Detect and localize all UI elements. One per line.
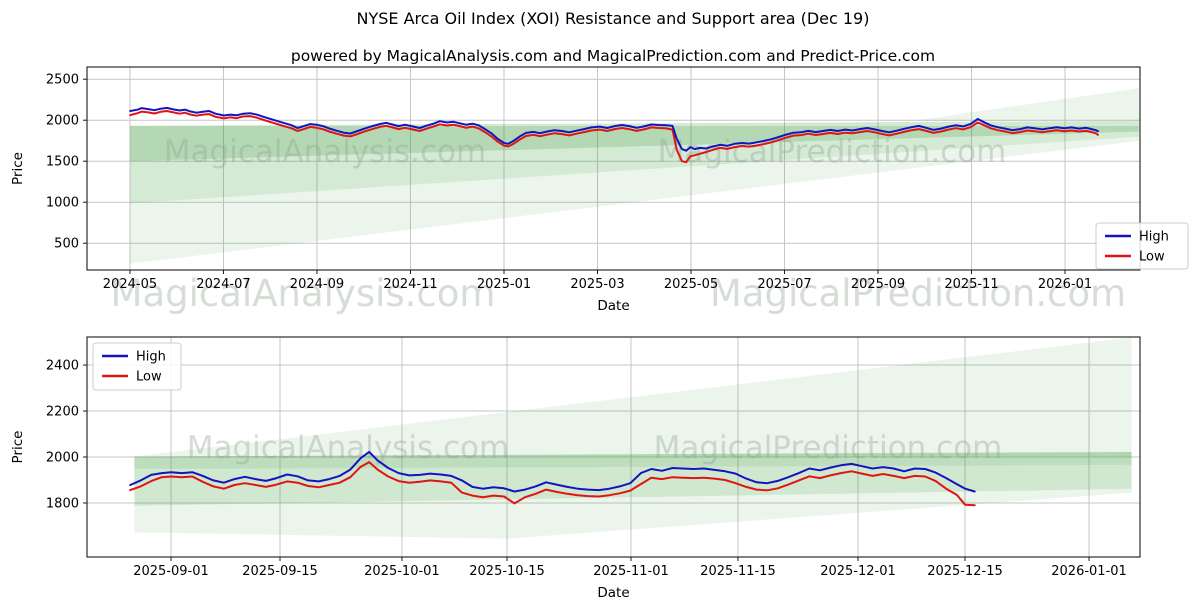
y-tick-label: 500 (54, 237, 79, 252)
low-series-line (129, 110, 1099, 164)
legend-box (1095, 222, 1189, 270)
watermark-text: MagicalAnalysis.com (111, 272, 496, 315)
x-tick-label: 2025-09-01 (133, 564, 209, 579)
y-tick-label: 1500 (46, 155, 79, 170)
y-axis-label: Price (10, 152, 26, 185)
watermark-text: MagicalAnalysis.com (164, 134, 486, 170)
x-tick-label: 2025-03 (570, 277, 624, 292)
high-series-line (129, 450, 976, 493)
legend-label-high: High (136, 350, 166, 365)
x-tick-label: 2025-09 (851, 277, 905, 292)
x-tick-label: 2025-11 (944, 277, 998, 292)
axes-spines (86, 336, 1141, 558)
high-series-line (129, 106, 1099, 152)
chart-subtitle: powered by MagicalAnalysis.com and Magic… (290, 47, 936, 65)
watermark-text: MagicalPrediction.com (710, 272, 1126, 315)
x-tick-label: 2026-01-01 (1051, 564, 1127, 579)
x-tick-label: 2024-09 (290, 277, 344, 292)
legend-label-low: Low (136, 370, 162, 385)
axes-spines (86, 66, 1141, 271)
x-tick-label: 2025-11-15 (700, 564, 776, 579)
x-axis-label: Date (597, 585, 629, 600)
x-tick-label: 2025-07 (757, 277, 811, 292)
y-tick-label: 1000 (46, 196, 79, 211)
y-axis-label: Price (10, 431, 26, 464)
support-resistance-band (130, 125, 1139, 264)
y-tick-label: 1800 (46, 496, 79, 511)
watermark-text: MagicalAnalysis.com (187, 430, 509, 466)
x-tick-label: 2025-11-01 (593, 564, 669, 579)
x-tick-label: 2025-05 (664, 277, 718, 292)
x-axis-label: Date (597, 298, 629, 314)
legend-label-low: Low (1139, 250, 1165, 265)
low-series-line (129, 461, 976, 507)
support-resistance-band (134, 337, 1132, 457)
x-tick-label: 2025-10-15 (469, 564, 545, 579)
x-tick-label: 2024-11 (383, 277, 437, 292)
x-tick-label: 2024-05 (103, 277, 157, 292)
y-tick-label: 2000 (46, 451, 79, 466)
y-tick-label: 2200 (46, 405, 79, 420)
watermark-text: MagicalPrediction.com (654, 430, 1003, 466)
x-tick-label: 2024-07 (196, 277, 250, 292)
x-tick-label: 2026-01 (1038, 277, 1092, 292)
support-resistance-band (912, 88, 1139, 121)
support-resistance-band (134, 488, 1132, 539)
x-tick-label: 2025-10-01 (364, 564, 440, 579)
x-tick-label: 2025-12-01 (820, 564, 896, 579)
x-tick-label: 2025-09-15 (242, 564, 318, 579)
y-tick-label: 2500 (46, 73, 79, 88)
watermark-text: MagicalPrediction.com (658, 134, 1007, 170)
y-tick-label: 2400 (46, 359, 79, 374)
support-resistance-band (130, 125, 1139, 204)
x-tick-label: 2025-12-15 (927, 564, 1003, 579)
legend-label-high: High (1139, 230, 1169, 245)
y-tick-label: 2000 (46, 114, 79, 129)
chart-title: NYSE Arca Oil Index (XOI) Resistance and… (356, 9, 870, 28)
x-tick-label: 2025-01 (477, 277, 531, 292)
